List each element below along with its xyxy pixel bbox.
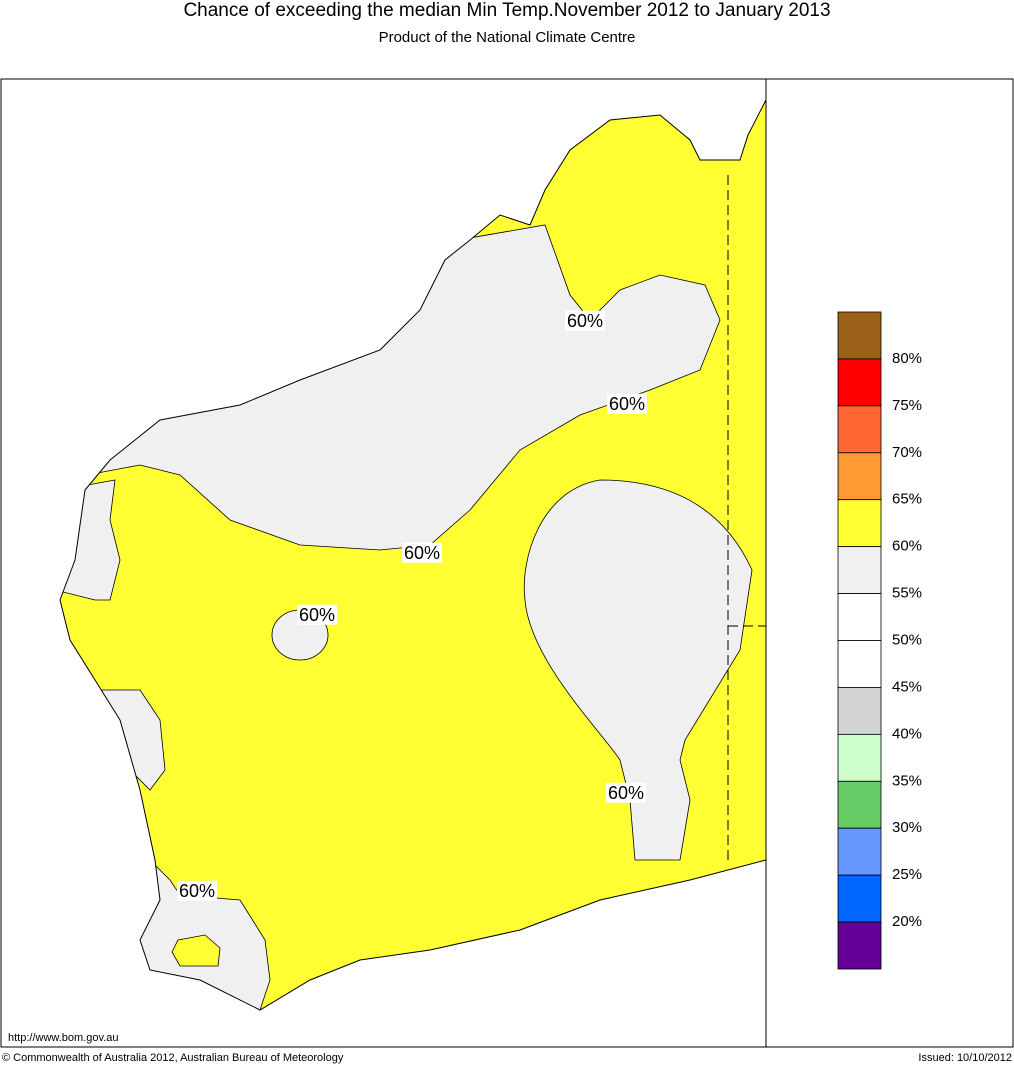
title: Chance of exceeding the median Min Temp.… — [183, 0, 830, 21]
legend-swatch — [837, 780, 882, 829]
contour-label-bg — [176, 880, 218, 901]
legend-label: 80% — [892, 350, 922, 367]
url: http://www.bom.gov.au — [8, 1032, 118, 1044]
legend-label: 30% — [892, 819, 922, 836]
contour-label-bg — [605, 782, 647, 803]
legend-label: 55% — [892, 585, 922, 602]
legend-swatch — [837, 358, 882, 407]
legend-label: 65% — [892, 491, 922, 508]
contour-label: 60% — [299, 605, 335, 625]
contour-label-bg — [401, 542, 443, 563]
contour-label-bg — [564, 310, 606, 331]
legend-swatch — [837, 733, 882, 782]
legend-swatch — [837, 311, 882, 360]
issued: Issued: 10/10/2012 — [918, 1052, 1012, 1064]
legend-label: 60% — [892, 538, 922, 555]
legend-label: 75% — [892, 397, 922, 414]
legend-label: 35% — [892, 772, 922, 789]
copyright: © Commonwealth of Australia 2012, Austra… — [2, 1052, 344, 1064]
region-yellow — [171, 934, 221, 967]
contour-label-bg — [296, 604, 338, 625]
legend-swatch — [837, 827, 882, 876]
legend-swatch — [837, 593, 882, 641]
contour-labels: 60% 60% 60% 60% 60% 60% — [176, 310, 648, 901]
legend-swatch — [837, 874, 882, 923]
contour-label: 60% — [567, 311, 603, 331]
legend-swatch — [837, 452, 882, 501]
legend-label: 20% — [892, 913, 922, 930]
legend: 80% 75% 70% 65% 60% 55% 50% 45% 40% 35% 30% 25% 20% — [837, 311, 922, 970]
contour-label: 60% — [404, 543, 440, 563]
contour-label-bg — [606, 393, 648, 414]
legend-swatch — [837, 405, 882, 454]
contour-label: 60% — [608, 783, 644, 803]
legend-label: 40% — [892, 725, 922, 742]
coastline — [59, 99, 767, 1011]
legend-label: 50% — [892, 631, 922, 648]
contour-label: 60% — [179, 881, 215, 901]
legend-swatch — [837, 921, 882, 970]
legend-label: 70% — [892, 444, 922, 461]
legend-swatch — [837, 640, 882, 688]
legend-swatch — [837, 546, 882, 594]
legend-swatch — [837, 687, 882, 735]
legend-label: 25% — [892, 866, 922, 883]
contour-label: 60% — [609, 394, 645, 414]
subtitle: Product of the National Climate Centre — [379, 29, 636, 46]
legend-label: 45% — [892, 678, 922, 695]
region-gray — [523, 479, 753, 861]
legend-swatch — [837, 499, 882, 548]
